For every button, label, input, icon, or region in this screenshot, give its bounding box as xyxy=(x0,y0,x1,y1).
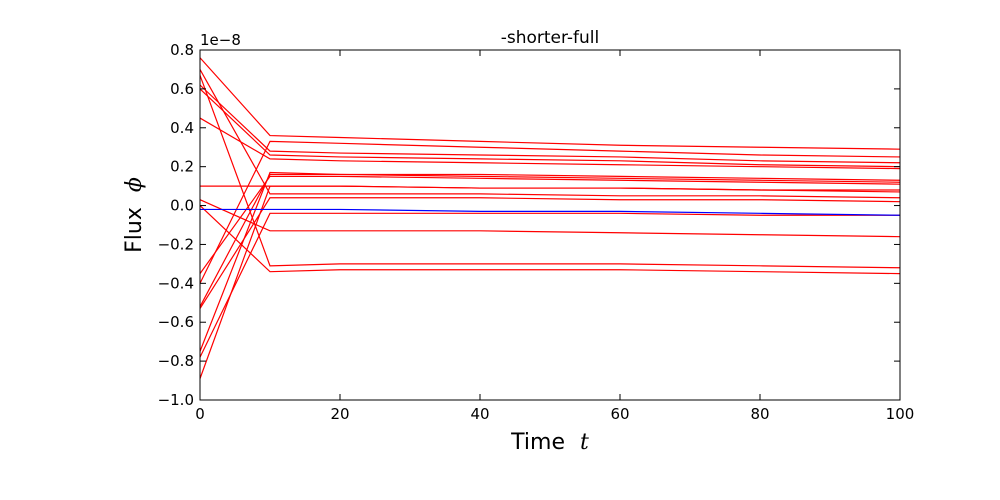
series-layer xyxy=(199,57,901,379)
x-axis-label: Time t xyxy=(510,430,589,455)
series-line-16 xyxy=(199,185,901,379)
series-line-8 xyxy=(199,199,901,238)
y-tick-label: −1.0 xyxy=(158,391,194,409)
y-tick-label: 0.2 xyxy=(170,158,194,176)
x-tick-label: 40 xyxy=(470,405,489,423)
series-line-11 xyxy=(199,140,901,284)
series-line-17 xyxy=(200,208,901,216)
tick-layer: 0 20 40 60 80 100 0.8 0.6 0.4 0.2 0.0 −0.2 −0.4 −0.6 −… xyxy=(158,41,915,423)
y-tick-label: 0.4 xyxy=(170,119,194,137)
series-line-5 xyxy=(199,88,901,168)
y-offset-label: 1e−8 xyxy=(200,31,241,49)
x-tick-label: 20 xyxy=(330,405,349,423)
y-tick-label: 0.8 xyxy=(170,41,194,59)
x-tick-label: 0 xyxy=(195,405,205,423)
x-tick-label: 80 xyxy=(750,405,769,423)
y-tick-label: 0.0 xyxy=(170,197,194,215)
x-tick-label: 100 xyxy=(886,405,915,423)
y-axis-label: Flux ϕ xyxy=(122,177,147,253)
series-line-1 xyxy=(199,57,901,150)
series-line-6 xyxy=(199,117,901,170)
y-tick-label: 0.6 xyxy=(170,80,194,98)
series-line-15 xyxy=(199,212,900,358)
series-line-12 xyxy=(199,173,901,307)
x-axis-label-text: Time xyxy=(510,430,565,455)
y-tick-label: −0.8 xyxy=(158,352,194,370)
y-tick-label: −0.4 xyxy=(158,274,194,292)
y-tick-label: −0.2 xyxy=(158,235,194,253)
x-axis-label-symbol: t xyxy=(580,430,589,455)
series-line-9 xyxy=(199,205,901,275)
series-line-14 xyxy=(199,171,901,352)
chart-title: -shorter-full xyxy=(501,28,600,48)
series-line-2 xyxy=(199,69,901,199)
series-line-10 xyxy=(199,175,901,274)
series-line-4 xyxy=(199,84,901,164)
plot-frame xyxy=(199,49,901,401)
y-axis-label-text: Flux xyxy=(122,207,147,253)
y-tick-label: −0.6 xyxy=(158,313,194,331)
y-axis-label-symbol: ϕ xyxy=(122,177,147,192)
x-tick-label: 60 xyxy=(610,405,629,423)
series-line-3 xyxy=(199,75,901,269)
series-line-13 xyxy=(199,197,901,309)
